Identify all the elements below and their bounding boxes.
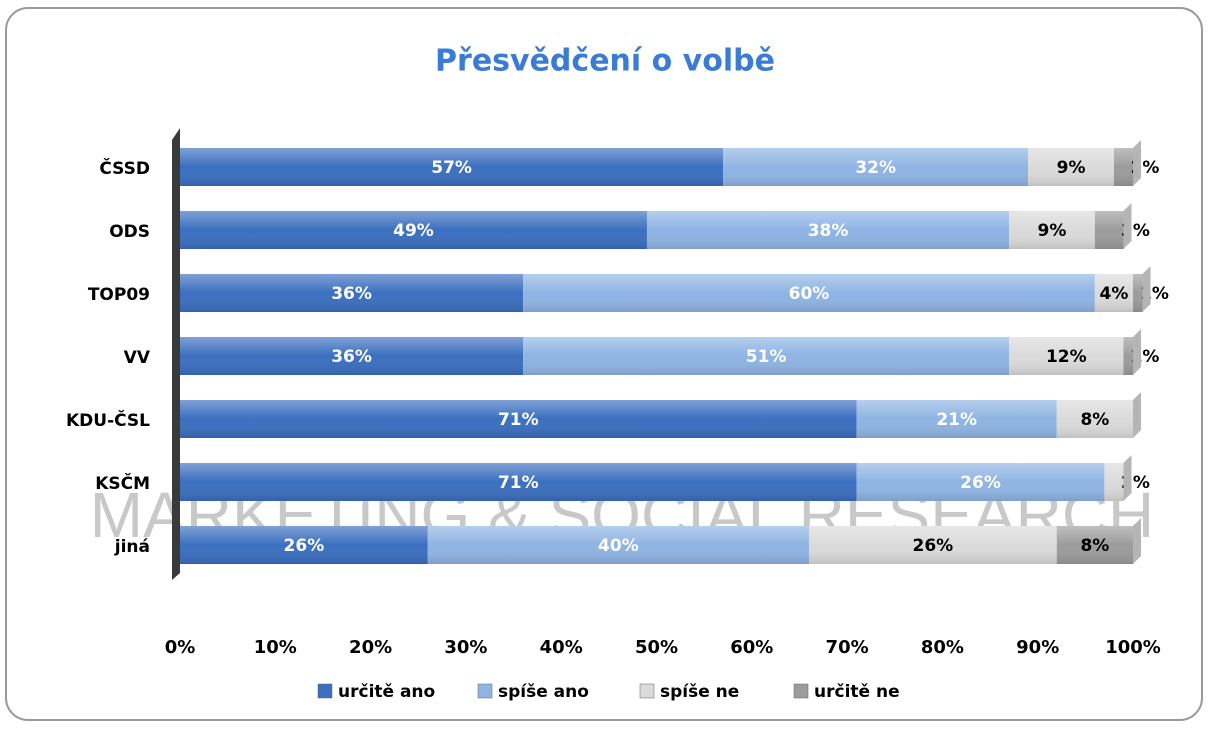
bar-sheen — [180, 337, 524, 375]
x-tick-label: 70% — [826, 637, 869, 658]
category-label: KSČM — [95, 472, 150, 494]
bar-sheen — [427, 526, 809, 564]
legend-label: určitě ano — [338, 682, 435, 702]
bar-cap — [1123, 203, 1132, 249]
legend-label: určitě ne — [814, 682, 900, 702]
bar-cap — [1133, 329, 1141, 375]
category-label: VV — [124, 348, 151, 368]
axis-wall — [172, 128, 180, 580]
x-tick-label: 90% — [1016, 637, 1059, 658]
value-label: 38% — [808, 221, 849, 241]
value-label: 60% — [789, 284, 830, 304]
value-label: 4% — [1100, 284, 1129, 304]
value-label: 8% — [1080, 410, 1109, 430]
value-label: 71% — [498, 473, 539, 493]
category-label: ČSSD — [99, 157, 150, 179]
category-label: KDU-ČSL — [66, 409, 150, 431]
value-label: 26% — [960, 473, 1001, 493]
bar-sheen — [1113, 148, 1133, 186]
bar-cap — [1123, 455, 1132, 501]
x-tick-label: 30% — [444, 637, 487, 658]
bar-cap — [1133, 392, 1141, 438]
value-label: 32% — [855, 158, 896, 178]
bar-sheen — [856, 400, 1057, 438]
bar-sheen — [180, 211, 647, 249]
bar-sheen — [180, 274, 524, 312]
bar-sheen — [856, 463, 1105, 501]
x-tick-label: 100% — [1105, 637, 1161, 658]
bar-sheen — [180, 148, 724, 186]
bar-cap — [1142, 266, 1151, 312]
value-label: 40% — [598, 536, 639, 556]
bar-sheen — [180, 463, 857, 501]
value-label: 9% — [1038, 221, 1067, 241]
bar-sheen — [646, 211, 1010, 249]
value-label: 36% — [331, 284, 372, 304]
bar-sheen — [1123, 337, 1133, 375]
legend-swatch — [317, 683, 333, 699]
value-label: 12% — [1046, 347, 1087, 367]
bar-sheen — [1056, 526, 1133, 564]
legend-swatch — [477, 683, 493, 699]
bar-cap — [1133, 518, 1141, 564]
bar-sheen — [1009, 337, 1124, 375]
bar-sheen — [723, 148, 1029, 186]
bar-sheen — [1094, 211, 1124, 249]
value-label: 36% — [331, 347, 372, 367]
bar-sheen — [1133, 274, 1143, 312]
bar-sheen — [1094, 274, 1133, 312]
x-tick-label: 20% — [349, 637, 392, 658]
value-label: 71% — [498, 410, 539, 430]
value-label: 26% — [284, 536, 325, 556]
legend-swatch — [793, 683, 809, 699]
chart-title: Přesvědčení o volbě — [435, 44, 775, 79]
bar-sheen — [1028, 148, 1114, 186]
value-label: 8% — [1080, 536, 1109, 556]
legend-label: spíše ne — [660, 682, 739, 702]
bar-sheen — [1009, 211, 1095, 249]
bar-sheen — [180, 526, 428, 564]
x-tick-label: 60% — [730, 637, 773, 658]
bar-sheen — [1056, 400, 1133, 438]
value-label: 21% — [936, 410, 977, 430]
legend-label: spíše ano — [498, 682, 589, 702]
bar-cap — [1133, 140, 1141, 186]
value-label: 51% — [746, 347, 787, 367]
x-tick-label: 50% — [635, 637, 678, 658]
bar-sheen — [523, 337, 1010, 375]
value-label: 49% — [393, 221, 434, 241]
x-tick-label: 80% — [921, 637, 964, 658]
value-label: 9% — [1057, 158, 1086, 178]
value-label: 57% — [431, 158, 472, 178]
bar-sheen — [1104, 463, 1124, 501]
x-tick-label: 0% — [165, 637, 196, 658]
category-label: jiná — [114, 537, 150, 557]
bar-sheen — [180, 400, 857, 438]
category-label: TOP09 — [88, 285, 150, 305]
x-tick-label: 40% — [540, 637, 583, 658]
bar-sheen — [808, 526, 1057, 564]
category-label: ODS — [109, 222, 150, 242]
value-label: 26% — [913, 536, 954, 556]
bar-sheen — [523, 274, 1095, 312]
legend-swatch — [639, 683, 655, 699]
x-tick-label: 10% — [254, 637, 297, 658]
